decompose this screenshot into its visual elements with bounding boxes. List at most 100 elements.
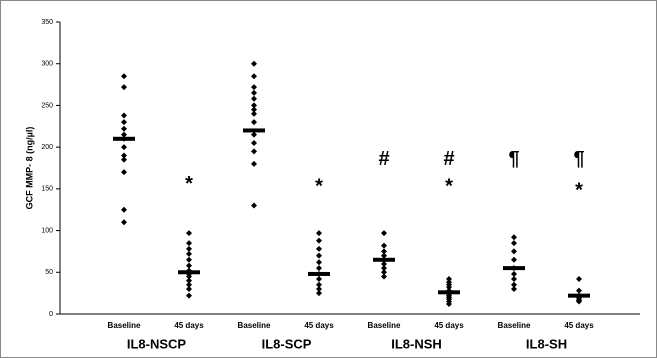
data-point: [251, 131, 257, 138]
data-point: [121, 119, 127, 126]
data-point: [511, 256, 517, 263]
y-axis-label: GCF MMP- 8 (ng/µl): [24, 127, 34, 210]
y-tick-label: 300: [41, 61, 53, 68]
data-point: [316, 230, 322, 237]
data-point: [186, 245, 192, 252]
data-point: [446, 300, 452, 307]
group-label: IL8-NSH: [391, 336, 442, 351]
data-point: [186, 285, 192, 292]
annotation: ¶: [508, 148, 519, 170]
data-point: [381, 265, 387, 272]
data-point: [251, 95, 257, 102]
annotation: #: [443, 148, 454, 170]
data-point: [381, 252, 387, 259]
y-tick-label: 100: [41, 227, 53, 234]
data-point: [511, 234, 517, 241]
x-tick-label: 45 days: [304, 321, 334, 330]
data-point: [576, 298, 582, 305]
median-bar: [113, 136, 135, 141]
data-point: [121, 112, 127, 119]
y-tick-label: 150: [41, 186, 53, 193]
data-point: [121, 131, 127, 138]
data-point: [121, 144, 127, 151]
median-bar: [438, 290, 460, 295]
data-point: [121, 73, 127, 80]
data-point: [446, 275, 452, 282]
data-point: [316, 285, 322, 292]
data-point: [121, 152, 127, 159]
annotation: *: [185, 173, 193, 195]
y-tick-label: 50: [45, 269, 53, 276]
annotation: #: [378, 148, 389, 170]
data-point: [121, 156, 127, 163]
y-tick-label: 350: [41, 19, 53, 26]
data-point: [576, 275, 582, 282]
data-point: [251, 119, 257, 126]
y-tick-label: 0: [49, 311, 53, 318]
data-point: [511, 248, 517, 255]
median-bar: [308, 271, 330, 276]
data-point: [316, 252, 322, 259]
data-point: [186, 292, 192, 299]
data-point: [316, 281, 322, 288]
data-point: [251, 84, 257, 91]
data-point: [316, 265, 322, 272]
data-point: [316, 290, 322, 297]
data-point: [511, 240, 517, 247]
data-point: [186, 250, 192, 257]
data-point: [121, 206, 127, 213]
data-point: [186, 273, 192, 280]
data-point: [251, 202, 257, 209]
data-point: [511, 270, 517, 277]
data-point: [316, 275, 322, 282]
data-point: [251, 110, 257, 117]
group-label: IL8-SCP: [262, 336, 312, 351]
annotation: *: [445, 175, 453, 197]
data-point: [381, 269, 387, 276]
x-tick-label: Baseline: [108, 321, 141, 330]
data-point: [186, 277, 192, 284]
x-tick-label: Baseline: [368, 321, 401, 330]
data-point: [186, 262, 192, 269]
data-point: [381, 242, 387, 249]
data-point: [251, 160, 257, 167]
data-point: [446, 284, 452, 291]
data-point: [186, 230, 192, 237]
data-point: [511, 275, 517, 282]
data-point: [121, 84, 127, 91]
data-point: [186, 281, 192, 288]
group-label: IL8-NSCP: [127, 336, 187, 351]
median-bar: [178, 270, 200, 275]
annotation: ¶: [573, 148, 584, 170]
median-bar: [568, 293, 590, 298]
group-label: IL8-SH: [526, 336, 567, 351]
y-tick-label: 200: [41, 144, 53, 151]
data-point: [381, 230, 387, 237]
data-point: [121, 125, 127, 132]
data-point: [251, 106, 257, 113]
data-point: [381, 260, 387, 267]
data-point: [251, 89, 257, 96]
data-point: [381, 248, 387, 255]
data-point: [121, 169, 127, 176]
data-point: [316, 245, 322, 252]
x-tick-label: Baseline: [498, 321, 531, 330]
x-tick-label: Baseline: [238, 321, 271, 330]
data-point: [316, 259, 322, 266]
annotation: *: [315, 175, 323, 197]
y-tick-label: 250: [41, 102, 53, 109]
data-point: [381, 273, 387, 280]
median-bar: [243, 128, 265, 133]
data-point: [251, 73, 257, 80]
x-tick-label: 45 days: [434, 321, 464, 330]
data-point: [576, 287, 582, 294]
data-point: [251, 148, 257, 155]
x-tick-label: 45 days: [174, 321, 204, 330]
median-bar: [373, 257, 395, 262]
data-point: [251, 102, 257, 109]
data-point: [121, 219, 127, 226]
x-tick-label: 45 days: [564, 321, 594, 330]
data-point: [186, 256, 192, 263]
